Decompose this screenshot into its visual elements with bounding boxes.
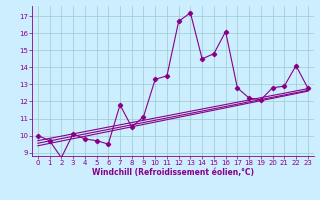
X-axis label: Windchill (Refroidissement éolien,°C): Windchill (Refroidissement éolien,°C) — [92, 168, 254, 177]
